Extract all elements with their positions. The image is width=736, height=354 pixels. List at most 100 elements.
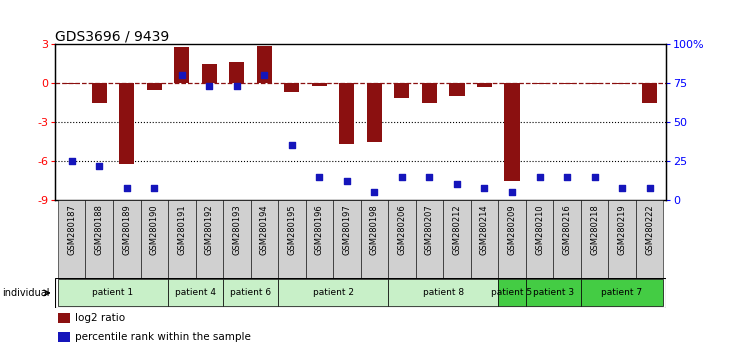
FancyBboxPatch shape bbox=[581, 200, 608, 278]
Point bbox=[121, 185, 132, 190]
FancyBboxPatch shape bbox=[498, 279, 526, 307]
FancyBboxPatch shape bbox=[526, 200, 553, 278]
Bar bbox=[642, 83, 657, 103]
Bar bbox=[615, 83, 629, 85]
Text: GSM280191: GSM280191 bbox=[177, 204, 186, 255]
FancyBboxPatch shape bbox=[55, 278, 666, 308]
FancyBboxPatch shape bbox=[608, 200, 636, 278]
Bar bbox=[450, 83, 464, 96]
Point bbox=[341, 178, 353, 184]
Point bbox=[451, 182, 463, 187]
Text: patient 2: patient 2 bbox=[313, 289, 353, 297]
Text: GSM280218: GSM280218 bbox=[590, 204, 599, 255]
Text: GSM280209: GSM280209 bbox=[508, 204, 517, 255]
Point bbox=[423, 174, 435, 179]
Bar bbox=[532, 83, 547, 85]
Bar bbox=[58, 313, 71, 323]
Bar bbox=[394, 83, 409, 98]
Point bbox=[644, 185, 656, 190]
FancyBboxPatch shape bbox=[526, 279, 581, 307]
Point bbox=[286, 143, 298, 148]
Point bbox=[506, 189, 518, 195]
FancyBboxPatch shape bbox=[471, 200, 498, 278]
Text: GSM280219: GSM280219 bbox=[618, 204, 626, 255]
FancyBboxPatch shape bbox=[388, 279, 498, 307]
Text: GSM280210: GSM280210 bbox=[535, 204, 544, 255]
FancyBboxPatch shape bbox=[58, 279, 168, 307]
Text: GSM280222: GSM280222 bbox=[645, 204, 654, 255]
Text: GSM280206: GSM280206 bbox=[397, 204, 406, 255]
Point bbox=[589, 174, 601, 179]
Bar bbox=[202, 64, 217, 83]
FancyBboxPatch shape bbox=[168, 279, 223, 307]
Text: GSM280194: GSM280194 bbox=[260, 204, 269, 255]
Bar bbox=[174, 47, 189, 83]
Point bbox=[314, 174, 325, 179]
Text: GSM280216: GSM280216 bbox=[562, 204, 572, 255]
Text: GSM280196: GSM280196 bbox=[315, 204, 324, 255]
Text: GDS3696 / 9439: GDS3696 / 9439 bbox=[55, 29, 169, 43]
Text: patient 1: patient 1 bbox=[93, 289, 133, 297]
Text: GSM280193: GSM280193 bbox=[233, 204, 241, 255]
FancyBboxPatch shape bbox=[278, 200, 305, 278]
FancyBboxPatch shape bbox=[361, 200, 388, 278]
FancyBboxPatch shape bbox=[388, 200, 416, 278]
Text: GSM280188: GSM280188 bbox=[95, 204, 104, 255]
Bar bbox=[367, 83, 382, 142]
Bar bbox=[312, 83, 327, 86]
Point bbox=[66, 158, 77, 164]
Text: GSM280214: GSM280214 bbox=[480, 204, 489, 255]
FancyBboxPatch shape bbox=[305, 200, 333, 278]
Point bbox=[176, 73, 188, 78]
Text: GSM280197: GSM280197 bbox=[342, 204, 351, 255]
Point bbox=[534, 174, 545, 179]
Point bbox=[231, 84, 243, 89]
Text: patient 5: patient 5 bbox=[492, 289, 533, 297]
Text: patient 7: patient 7 bbox=[601, 289, 643, 297]
FancyBboxPatch shape bbox=[58, 200, 85, 278]
Bar bbox=[64, 83, 79, 85]
Text: GSM280192: GSM280192 bbox=[205, 204, 213, 255]
FancyBboxPatch shape bbox=[250, 200, 278, 278]
Text: GSM280207: GSM280207 bbox=[425, 204, 434, 255]
Text: patient 3: patient 3 bbox=[533, 289, 574, 297]
Bar bbox=[229, 62, 244, 83]
Text: GSM280212: GSM280212 bbox=[453, 204, 461, 255]
Text: patient 8: patient 8 bbox=[422, 289, 464, 297]
Text: GSM280195: GSM280195 bbox=[287, 204, 297, 255]
Text: GSM280198: GSM280198 bbox=[370, 204, 379, 255]
FancyBboxPatch shape bbox=[223, 279, 278, 307]
Bar bbox=[339, 83, 355, 144]
Bar bbox=[257, 46, 272, 83]
FancyBboxPatch shape bbox=[581, 279, 663, 307]
Bar bbox=[477, 83, 492, 87]
FancyBboxPatch shape bbox=[141, 200, 168, 278]
Point bbox=[149, 185, 160, 190]
FancyBboxPatch shape bbox=[498, 200, 526, 278]
FancyBboxPatch shape bbox=[85, 200, 113, 278]
FancyBboxPatch shape bbox=[278, 279, 388, 307]
Bar bbox=[422, 83, 437, 103]
Point bbox=[616, 185, 628, 190]
Text: GSM280189: GSM280189 bbox=[122, 204, 131, 255]
FancyBboxPatch shape bbox=[196, 200, 223, 278]
Text: log2 ratio: log2 ratio bbox=[75, 313, 125, 323]
FancyBboxPatch shape bbox=[636, 200, 663, 278]
Bar bbox=[119, 83, 134, 164]
Point bbox=[396, 174, 408, 179]
Point bbox=[203, 84, 215, 89]
Bar bbox=[146, 83, 162, 90]
FancyBboxPatch shape bbox=[553, 200, 581, 278]
Point bbox=[369, 189, 381, 195]
Bar bbox=[504, 83, 520, 181]
Bar bbox=[92, 83, 107, 103]
Text: patient 4: patient 4 bbox=[175, 289, 216, 297]
Text: individual: individual bbox=[2, 288, 50, 298]
Bar bbox=[587, 83, 602, 85]
Bar bbox=[559, 83, 575, 85]
Point bbox=[561, 174, 573, 179]
Point bbox=[478, 185, 490, 190]
Bar bbox=[58, 332, 71, 343]
Text: percentile rank within the sample: percentile rank within the sample bbox=[75, 332, 251, 342]
FancyBboxPatch shape bbox=[333, 200, 361, 278]
